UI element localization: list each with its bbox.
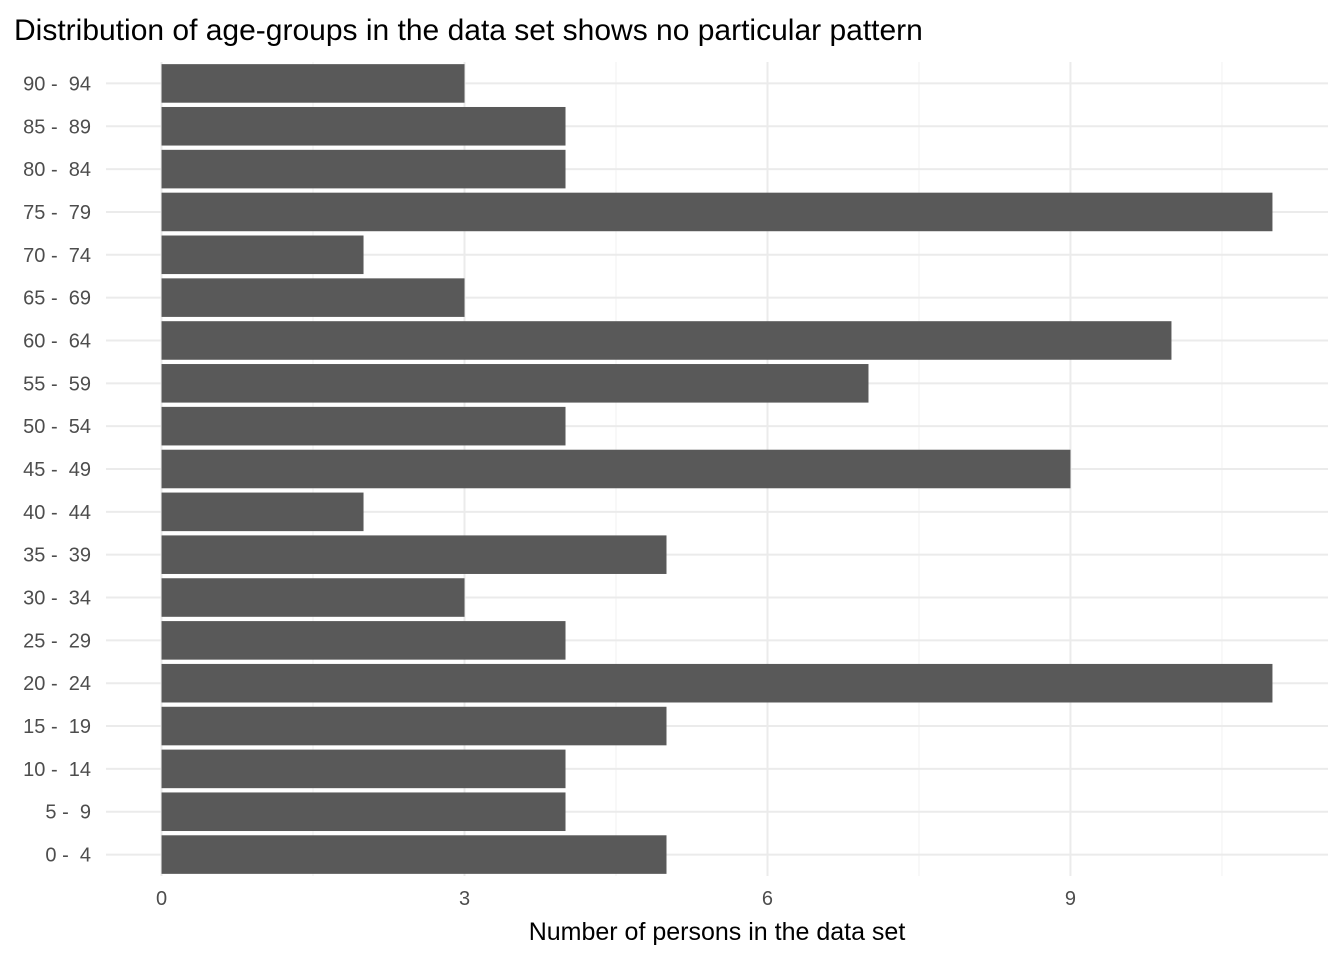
y-tick-label: 55 - 59 (23, 373, 91, 395)
y-tick-label: 90 - 94 (23, 73, 91, 95)
bar (161, 364, 869, 403)
bar (161, 64, 465, 103)
chart-title: Distribution of age-groups in the data s… (14, 14, 923, 47)
y-tick-label: 65 - 69 (23, 288, 91, 310)
y-tick-label: 70 - 74 (23, 245, 91, 267)
bar (161, 663, 1273, 703)
y-tick-label: 85 - 89 (23, 116, 91, 138)
bar (161, 706, 667, 746)
y-tick-label: 30 - 34 (23, 588, 91, 610)
bar (161, 492, 364, 532)
y-tick-label: 50 - 54 (23, 416, 91, 438)
y-tick-label: 15 - 19 (23, 716, 91, 738)
bar (161, 149, 566, 189)
y-tick-label: 25 - 29 (23, 630, 91, 652)
y-tick-label: 5 - 9 (45, 802, 91, 824)
y-tick-label: 35 - 39 (23, 545, 91, 567)
bar (161, 749, 566, 789)
bar (161, 406, 566, 446)
y-axis-tick-labels: 0 - 4 5 - 9 10 - 14 15 - 19 20 - 24 25 - 29 30… (23, 73, 91, 866)
bar (161, 535, 667, 574)
x-tick-label: 0 (156, 888, 167, 910)
y-tick-label: 20 - 24 (23, 673, 91, 695)
y-tick-label: 40 - 44 (23, 502, 91, 524)
bar (161, 621, 566, 660)
bars (161, 64, 1273, 874)
y-tick-label: 60 - 64 (23, 330, 91, 352)
x-tick-label: 3 (459, 888, 470, 910)
bar (161, 106, 566, 146)
bar (161, 578, 465, 617)
x-tick-label: 9 (1065, 888, 1076, 910)
y-tick-label: 75 - 79 (23, 202, 91, 224)
x-axis-tick-labels: 0 3 6 9 (156, 888, 1076, 910)
y-tick-label: 0 - 4 (45, 845, 91, 867)
y-tick-label: 10 - 14 (23, 759, 91, 781)
bar (161, 278, 465, 317)
x-tick-label: 6 (762, 888, 773, 910)
bar (161, 192, 1273, 232)
y-tick-label: 45 - 49 (23, 459, 91, 481)
y-tick-label: 80 - 84 (23, 159, 91, 181)
bar (161, 835, 667, 874)
bar (161, 449, 1071, 489)
bar (161, 792, 566, 832)
bar (161, 235, 364, 275)
x-axis-title: Number of persons in the data set (529, 918, 906, 946)
bar (161, 321, 1172, 360)
